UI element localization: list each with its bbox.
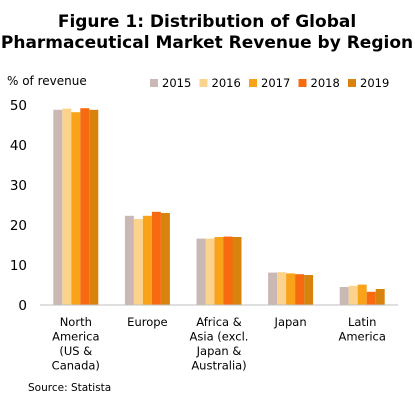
- category-label: Japan: [274, 315, 307, 329]
- series-2018: [80, 108, 376, 305]
- legend-label: 2018: [311, 76, 340, 90]
- legend-label: 2019: [360, 76, 389, 90]
- chart-title-line-2: Pharmaceutical Market Revenue by Region: [1, 33, 413, 53]
- bar: [71, 112, 81, 305]
- bar: [223, 236, 233, 305]
- bar: [357, 284, 367, 305]
- series-2015: [53, 109, 349, 305]
- bar: [151, 211, 161, 305]
- bar: [53, 109, 63, 305]
- bar: [124, 215, 134, 305]
- bar: [80, 108, 90, 305]
- series-2019: [89, 109, 385, 305]
- legend-label: 2015: [162, 76, 191, 90]
- legend-item: 2019: [348, 76, 389, 90]
- bar: [196, 238, 206, 305]
- legend: 2015 2016 2017 2018 2019: [150, 76, 389, 90]
- legend-item: 2015: [150, 76, 191, 90]
- bar: [89, 109, 99, 305]
- series-2017: [71, 112, 367, 305]
- bar: [214, 237, 224, 305]
- source-note: Source: Statista: [28, 382, 111, 394]
- chart-title: Figure 1: Distribution of Global Pharmac…: [1, 12, 413, 53]
- y-tick-label: 0: [18, 298, 27, 314]
- y-tick-label: 30: [10, 178, 27, 194]
- series-2016: [62, 108, 358, 305]
- y-axis-label: % of revenue: [7, 74, 87, 88]
- category-label: Europe: [127, 315, 167, 329]
- bar: [295, 274, 305, 305]
- legend-swatch: [348, 79, 356, 87]
- x-axis: North America (US & Canada) Europe Africa & As…: [52, 315, 386, 373]
- category-label: Latin America: [338, 315, 385, 344]
- legend-label: 2017: [261, 76, 290, 90]
- bar: [268, 272, 278, 305]
- bars: [53, 108, 385, 305]
- bar: [142, 215, 152, 305]
- bar: [62, 108, 72, 305]
- legend-swatch: [249, 79, 257, 87]
- legend-swatch: [298, 79, 307, 87]
- bar: [277, 272, 287, 305]
- bar: [348, 285, 358, 305]
- legend-label: 2016: [212, 76, 241, 90]
- bar: [205, 238, 215, 305]
- y-tick-label: 50: [10, 98, 27, 114]
- y-tick-label: 20: [10, 218, 27, 234]
- bar: [339, 287, 349, 305]
- legend-item: 2017: [249, 76, 290, 90]
- bar: [375, 289, 385, 305]
- bar: [286, 273, 296, 305]
- chart-title-line-1: Figure 1: Distribution of Global: [58, 12, 356, 32]
- bar: [232, 237, 242, 305]
- y-tick-label: 10: [10, 258, 27, 274]
- bar: [133, 219, 143, 305]
- category-label: Africa & Asia (excl. Japan & Australia): [190, 315, 249, 373]
- legend-item: 2018: [298, 76, 340, 90]
- legend-item: 2016: [199, 76, 241, 90]
- bar: [366, 291, 376, 305]
- y-tick-label: 40: [10, 138, 27, 154]
- bar: [160, 213, 170, 305]
- y-axis: 0 10 20 30 40 50: [10, 98, 27, 314]
- legend-swatch: [150, 79, 158, 87]
- legend-swatch: [199, 79, 208, 87]
- bar: [304, 275, 314, 305]
- category-label: North America (US & Canada): [52, 315, 100, 373]
